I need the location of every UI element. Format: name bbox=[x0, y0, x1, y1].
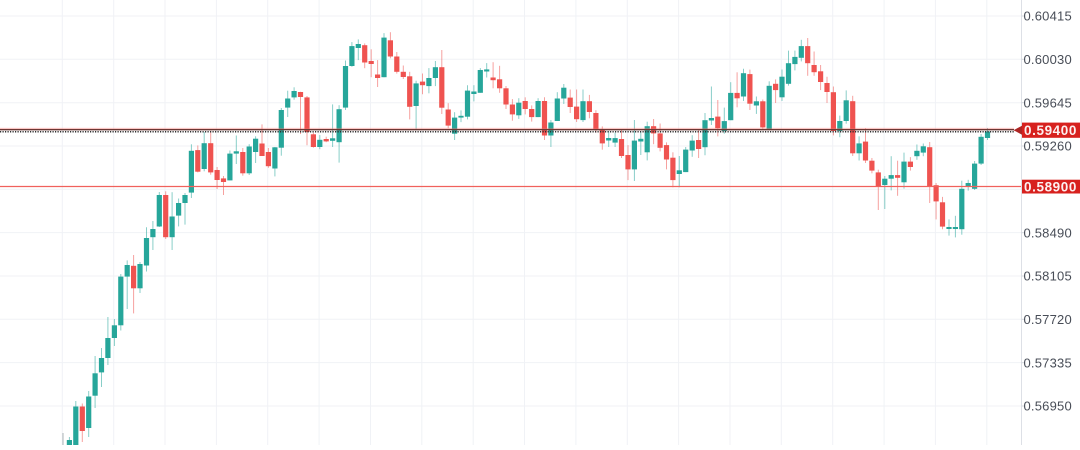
svg-text:0.59400: 0.59400 bbox=[1024, 123, 1077, 138]
svg-text:0.58490: 0.58490 bbox=[1024, 225, 1072, 240]
svg-text:0.56950: 0.56950 bbox=[1024, 399, 1072, 414]
svg-text:0.57335: 0.57335 bbox=[1024, 355, 1072, 370]
svg-text:0.60415: 0.60415 bbox=[1024, 9, 1072, 24]
svg-text:0.58900: 0.58900 bbox=[1024, 179, 1077, 194]
svg-text:0.57720: 0.57720 bbox=[1024, 312, 1072, 327]
svg-text:0.59260: 0.59260 bbox=[1024, 139, 1072, 154]
svg-text:0.60030: 0.60030 bbox=[1024, 52, 1072, 67]
svg-text:0.59645: 0.59645 bbox=[1024, 95, 1072, 110]
svg-text:0.58105: 0.58105 bbox=[1024, 269, 1072, 284]
